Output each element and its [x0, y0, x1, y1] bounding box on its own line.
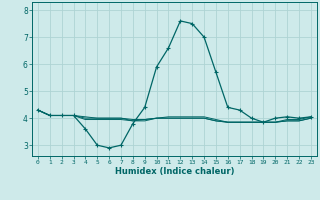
X-axis label: Humidex (Indice chaleur): Humidex (Indice chaleur): [115, 167, 234, 176]
